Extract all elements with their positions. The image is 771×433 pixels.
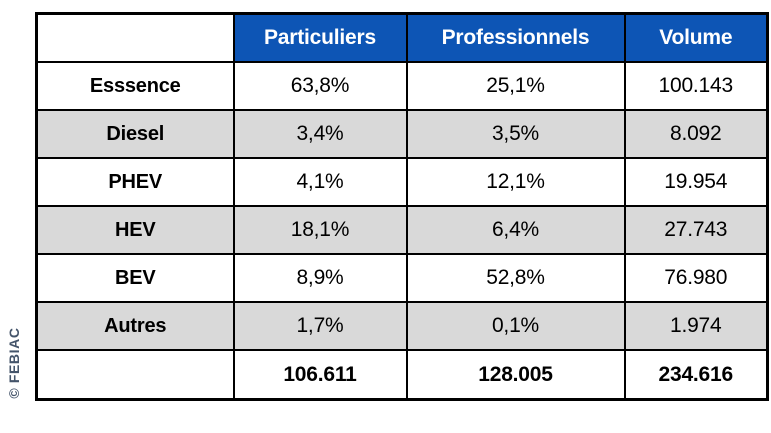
total-professionnels: 128.005 xyxy=(405,349,626,401)
table-row-bev: BEV 8,9% 52,8% 76.980 xyxy=(35,253,769,303)
row-label: Diesel xyxy=(35,109,235,159)
row-label: Autres xyxy=(35,301,235,351)
cell-particuliers: 18,1% xyxy=(232,205,408,255)
row-label: PHEV xyxy=(35,157,235,207)
cell-professionnels: 3,5% xyxy=(405,109,626,159)
cell-volume: 8.092 xyxy=(623,109,769,159)
cell-professionnels: 6,4% xyxy=(405,205,626,255)
corner-cell xyxy=(35,12,235,63)
table-row-hev: HEV 18,1% 6,4% 27.743 xyxy=(35,205,769,255)
total-particuliers: 106.611 xyxy=(232,349,408,401)
cell-professionnels: 12,1% xyxy=(405,157,626,207)
cell-volume: 100.143 xyxy=(623,61,769,111)
cell-particuliers: 3,4% xyxy=(232,109,408,159)
cell-professionnels: 25,1% xyxy=(405,61,626,111)
totals-empty-label xyxy=(35,349,235,401)
table-row-essence: Esssence 63,8% 25,1% 100.143 xyxy=(35,61,769,111)
cell-professionnels: 0,1% xyxy=(405,301,626,351)
cell-volume: 76.980 xyxy=(623,253,769,303)
cell-particuliers: 8,9% xyxy=(232,253,408,303)
column-header-professionnels: Professionnels xyxy=(405,12,626,63)
row-label: HEV xyxy=(35,205,235,255)
cell-volume: 1.974 xyxy=(623,301,769,351)
total-volume: 234.616 xyxy=(623,349,769,401)
fuel-type-share-table: Particuliers Professionnels Volume Essse… xyxy=(35,12,769,401)
table-row-phev: PHEV 4,1% 12,1% 19.954 xyxy=(35,157,769,207)
febiac-copyright-watermark: © FEBIAC xyxy=(6,327,22,399)
table-row-totals: 106.611 128.005 234.616 xyxy=(35,349,769,401)
header-row: Particuliers Professionnels Volume xyxy=(35,12,769,63)
cell-volume: 19.954 xyxy=(623,157,769,207)
column-header-volume: Volume xyxy=(623,12,769,63)
column-header-particuliers: Particuliers xyxy=(232,12,408,63)
cell-professionnels: 52,8% xyxy=(405,253,626,303)
cell-particuliers: 63,8% xyxy=(232,61,408,111)
table-row-diesel: Diesel 3,4% 3,5% 8.092 xyxy=(35,109,769,159)
cell-particuliers: 4,1% xyxy=(232,157,408,207)
row-label: Esssence xyxy=(35,61,235,111)
cell-volume: 27.743 xyxy=(623,205,769,255)
cell-particuliers: 1,7% xyxy=(232,301,408,351)
table-row-autres: Autres 1,7% 0,1% 1.974 xyxy=(35,301,769,351)
row-label: BEV xyxy=(35,253,235,303)
